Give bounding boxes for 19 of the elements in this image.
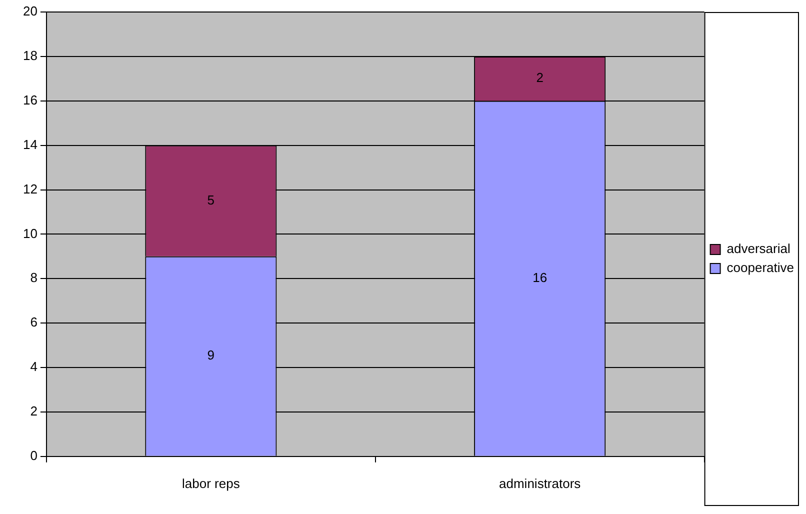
y-tick-label: 14	[22, 136, 38, 152]
data-label: 5	[207, 192, 215, 208]
legend-label: adversarial	[726, 241, 790, 256]
y-tick-label: 8	[30, 270, 38, 286]
y-tick-label: 6	[30, 314, 38, 330]
legend-label: cooperative	[726, 260, 794, 276]
y-tick-label: 4	[30, 359, 38, 374]
y-tick-label: 20	[22, 4, 38, 19]
x-tick-label: administrators	[499, 476, 582, 491]
x-tick-label: labor reps	[182, 476, 240, 491]
data-label: 16	[532, 270, 548, 285]
y-tick-label: 0	[30, 448, 38, 463]
y-tick-label: 16	[22, 92, 38, 108]
y-tick-label: 18	[22, 48, 38, 64]
data-label: 2	[536, 70, 544, 86]
y-tick-label: 12	[22, 181, 38, 196]
y-tick-label: 10	[22, 226, 38, 241]
data-label: 9	[207, 348, 215, 363]
y-tick-label: 2	[30, 404, 38, 419]
